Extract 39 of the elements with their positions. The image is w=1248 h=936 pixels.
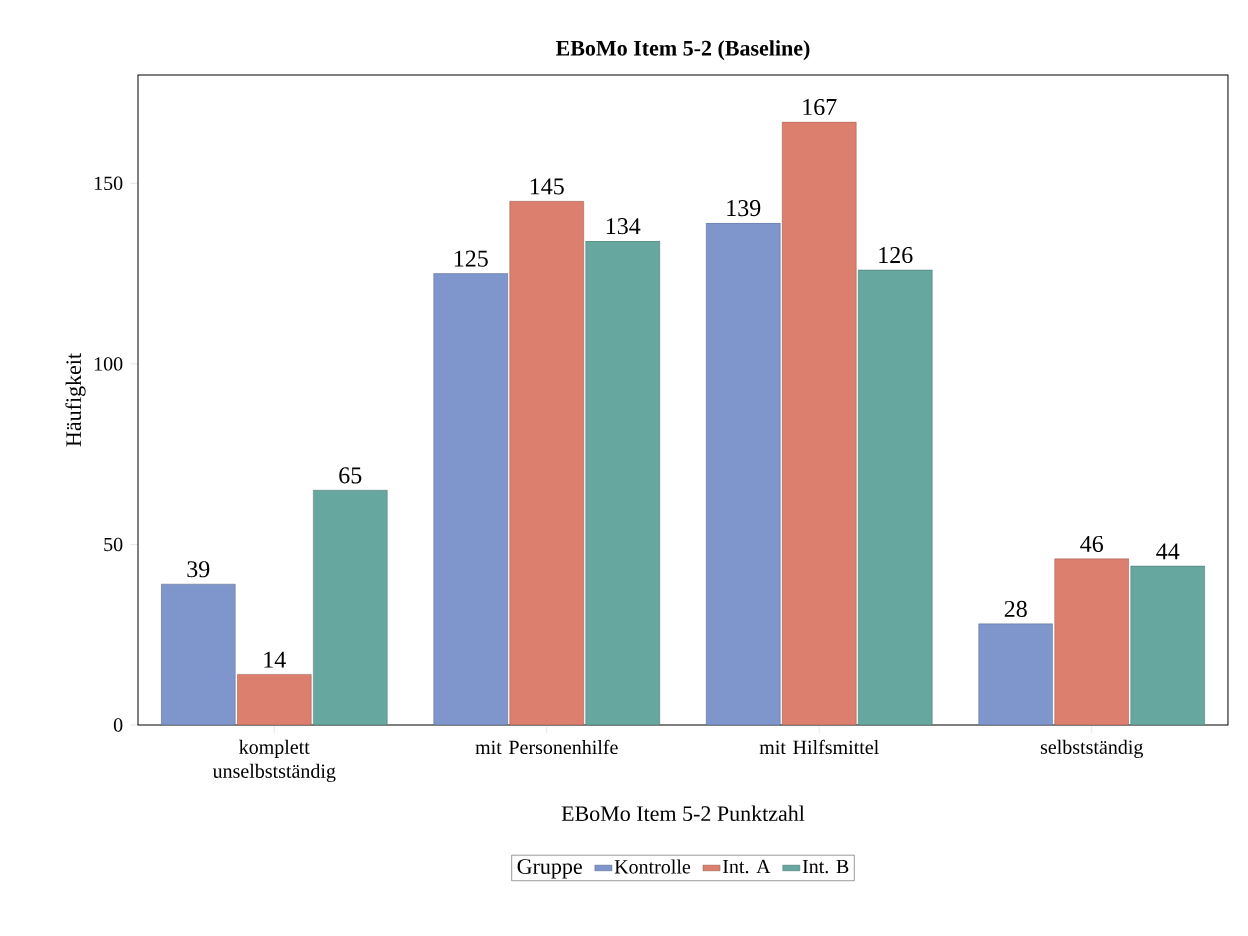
bar: [858, 269, 933, 725]
data-label: 145: [530, 178, 564, 195]
data-label: 134: [606, 218, 641, 235]
legend-label: Int. A: [722, 859, 771, 874]
data-label: 125: [454, 250, 488, 267]
x-tick-label: selbstständig: [1040, 739, 1144, 759]
y-tick-label: 0: [113, 718, 123, 732]
bar: [161, 583, 236, 725]
x-tick-label: komplett unselbstständig: [212, 739, 336, 783]
data-label: 14: [264, 651, 286, 668]
data-label: 65: [339, 467, 362, 484]
data-label: 139: [727, 200, 761, 217]
legend-label: Kontrolle: [614, 859, 691, 874]
bar: [978, 623, 1053, 725]
data-label: 126: [879, 247, 913, 264]
bar: [782, 121, 857, 725]
y-tick-label: 150: [94, 176, 123, 191]
x-tick-label: mit Hilfsmittel: [759, 739, 879, 755]
bar: [585, 240, 660, 725]
data-label: 39: [187, 561, 210, 578]
x-axis-title: EBoMo Item 5-2 Punktzahl: [561, 805, 805, 822]
chart-title: EBoMo Item 5-2 (Baseline): [555, 40, 810, 61]
bar: [509, 201, 584, 725]
bar: [706, 222, 781, 725]
y-axis-title: Häufigkeit: [65, 353, 86, 447]
y-tick-label: 100: [94, 357, 123, 371]
data-label: 167: [803, 98, 837, 116]
data-label: 28: [1004, 600, 1027, 618]
x-tick-label: mit Personenhilfe: [475, 739, 618, 755]
data-label: 44: [1156, 543, 1180, 560]
bar: [1130, 565, 1205, 725]
bar: [313, 490, 388, 725]
bar: [1054, 558, 1129, 725]
bar: [433, 273, 508, 725]
bar: [237, 674, 312, 725]
legend-title: Gruppe: [517, 859, 582, 879]
y-tick-label: 50: [104, 537, 123, 552]
legend-label: Int. B: [802, 859, 849, 874]
data-label: 46: [1080, 535, 1103, 553]
